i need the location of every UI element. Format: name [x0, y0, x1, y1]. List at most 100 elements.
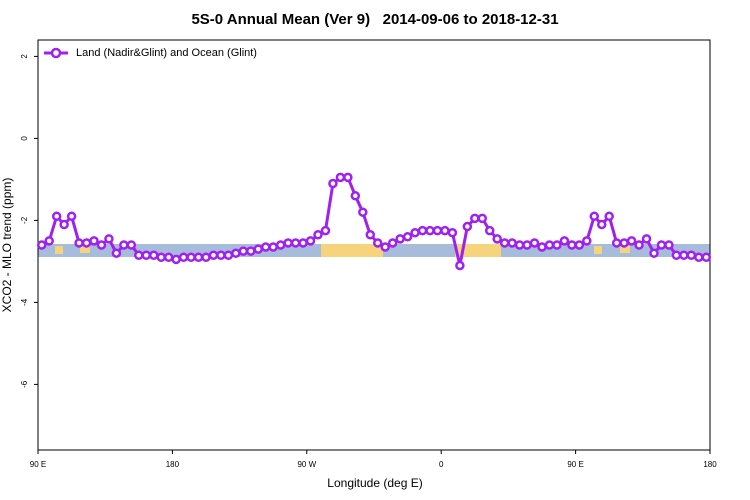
data-point — [664, 240, 674, 250]
data-point — [290, 238, 301, 248]
data-point — [671, 250, 682, 260]
data-point — [679, 250, 689, 260]
data-point — [701, 252, 712, 263]
data-point — [275, 240, 286, 250]
data-point — [455, 260, 465, 271]
data-point — [634, 240, 644, 250]
data-point — [552, 240, 562, 250]
y-tick-label: -6 — [20, 380, 29, 388]
x-tick-label: 0 — [439, 460, 444, 469]
land-band — [620, 246, 630, 253]
y-tick-label: 0 — [20, 136, 29, 141]
data-point — [223, 250, 234, 260]
data-point — [522, 240, 532, 250]
data-point — [328, 178, 338, 189]
data-point — [260, 242, 271, 252]
x-tick-label: 180 — [703, 460, 717, 469]
data-point — [231, 248, 241, 258]
legend-label: Land (Nadir&Glint) and Ocean (Glint) — [76, 47, 257, 59]
data-point — [89, 236, 99, 246]
y-tick-label: 2 — [20, 54, 29, 59]
y-tick-label: -2 — [20, 216, 29, 224]
data-point — [134, 250, 144, 260]
data-point — [343, 172, 353, 183]
data-point — [141, 250, 152, 260]
x-tick-label: 90 E — [567, 460, 583, 469]
legend: Land (Nadir&Glint) and Ocean (Glint) — [44, 47, 257, 59]
data-point — [641, 234, 652, 244]
data-point — [268, 242, 278, 252]
land-band — [55, 246, 63, 254]
data-point — [619, 238, 629, 248]
data-point — [559, 236, 570, 246]
data-point — [507, 238, 517, 248]
data-point — [372, 238, 383, 248]
data-point — [492, 234, 502, 244]
data-point — [604, 211, 614, 222]
data-point — [216, 250, 226, 260]
data-point — [567, 240, 577, 250]
data-point — [432, 225, 443, 236]
data-point — [649, 248, 659, 258]
data-point — [81, 238, 92, 248]
y-tick-label: -4 — [20, 298, 29, 306]
data-point — [156, 252, 166, 263]
data-point — [499, 238, 510, 248]
data-point — [477, 213, 488, 224]
data-point — [425, 225, 435, 236]
data-point — [320, 225, 331, 236]
data-point — [104, 234, 114, 244]
data-point — [470, 213, 480, 224]
data-point — [171, 254, 181, 265]
x-tick-label: 90 W — [297, 460, 316, 469]
data-point — [544, 240, 555, 250]
data-point — [253, 244, 264, 254]
x-axis-label: Longitude (deg E) — [327, 476, 422, 490]
data-point — [163, 252, 174, 263]
data-point — [246, 246, 256, 256]
data-point — [574, 240, 585, 250]
data-point — [440, 225, 450, 236]
data-point — [193, 252, 204, 263]
data-point — [589, 211, 600, 222]
data-point — [305, 236, 316, 246]
data-point — [686, 250, 697, 260]
y-axis-label: XCO2 - MLO trend (ppm) — [0, 178, 14, 313]
data-point — [119, 240, 129, 250]
data-point — [611, 238, 622, 248]
data-point — [596, 219, 607, 230]
data-point — [74, 238, 84, 248]
data-point — [582, 236, 592, 246]
x-tick-label: 180 — [166, 460, 180, 469]
data-point — [335, 172, 346, 183]
data-point — [208, 250, 219, 260]
data-point — [238, 246, 249, 256]
data-point — [484, 225, 495, 236]
data-point — [36, 240, 47, 250]
data-point — [66, 211, 77, 222]
data-point — [395, 234, 405, 244]
data-point — [283, 238, 293, 248]
data-point — [402, 232, 413, 242]
data-point — [59, 219, 69, 230]
data-point — [51, 211, 62, 222]
data-point — [96, 240, 107, 250]
data-point — [529, 238, 540, 248]
data-point — [447, 227, 458, 238]
land-band — [455, 244, 501, 257]
data-point — [201, 252, 211, 263]
legend-marker — [50, 47, 62, 59]
land-band — [594, 246, 602, 254]
data-point — [537, 242, 547, 252]
land-band — [321, 244, 383, 257]
chart-title: 5S-0 Annual Mean (Ver 9) 2014-09-06 to 2… — [191, 11, 558, 28]
data-point — [148, 250, 159, 260]
data-point — [365, 230, 376, 240]
data-point — [417, 225, 428, 236]
x-tick-label: 90 E — [30, 460, 46, 469]
data-point — [126, 240, 137, 250]
data-point — [350, 191, 361, 201]
data-point — [358, 207, 368, 217]
data-point — [313, 230, 323, 240]
